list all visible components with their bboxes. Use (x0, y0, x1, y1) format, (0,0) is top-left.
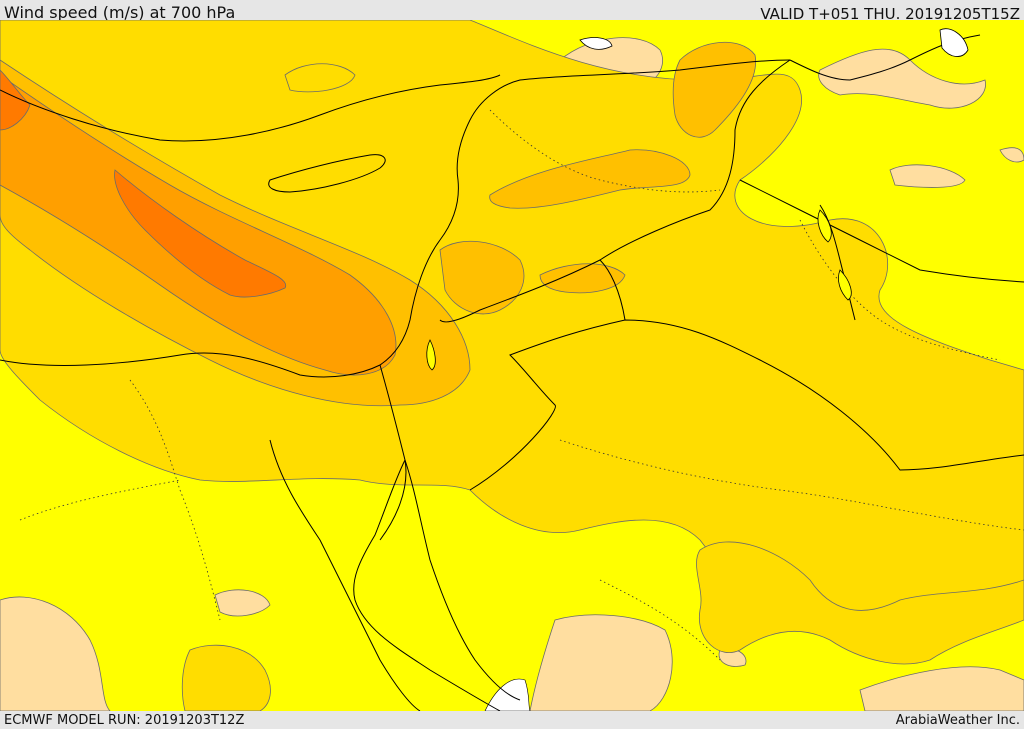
credit-label: ArabiaWeather Inc. (895, 713, 1020, 728)
lakes (426, 28, 969, 371)
model-run-label: ECMWF MODEL RUN: 20191203T12Z (4, 713, 245, 728)
wind-level-5 (0, 69, 287, 298)
weather-map (0, 20, 1024, 711)
white-patch (484, 678, 531, 711)
internal-borders (19, 109, 1024, 661)
wind-level-4 (0, 74, 397, 376)
map-title: Wind speed (m/s) at 700 hPa (4, 3, 236, 22)
footer-bar: ECMWF MODEL RUN: 20191203T12Z ArabiaWeat… (0, 711, 1024, 729)
wind-speed-map-svg (0, 20, 1024, 711)
wind-level-2 (0, 20, 1024, 711)
header-bar: Wind speed (m/s) at 700 hPa VALID T+051 … (0, 0, 1024, 23)
valid-time: VALID T+051 THU. 20191205T15Z (760, 5, 1020, 23)
